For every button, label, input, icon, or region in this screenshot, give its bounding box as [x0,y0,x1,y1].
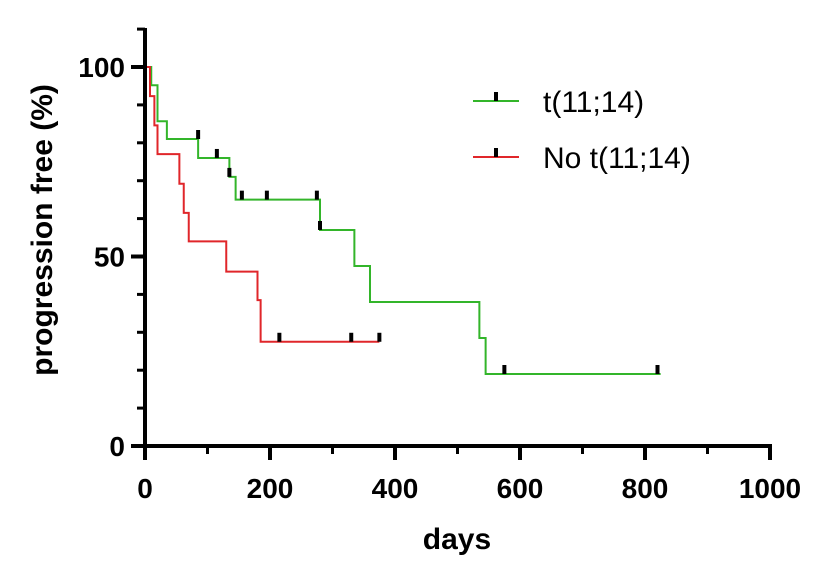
y-axis-title: progression free (%) [26,84,59,376]
series-line-0 [145,66,661,375]
y-tick-label-2: 100 [78,52,125,83]
y-tick-label-0: 0 [109,431,125,462]
x-tick-label-5: 1000 [739,473,801,504]
plot-area [145,66,661,375]
x-tick-label-2: 400 [372,473,419,504]
y-tick-label-1: 50 [94,242,125,273]
legend: t(11;14) No t(11;14) [473,86,691,175]
legend-label-0: t(11;14) [543,86,644,119]
x-tick-label-0: 0 [137,473,153,504]
x-tick-label-3: 600 [497,473,544,504]
x-tick-label-4: 800 [622,473,669,504]
legend-label-1: No t(11;14) [543,142,691,175]
x-tick-label-1: 200 [247,473,294,504]
x-axis-title: days [423,523,491,556]
series-line-1 [145,66,380,343]
